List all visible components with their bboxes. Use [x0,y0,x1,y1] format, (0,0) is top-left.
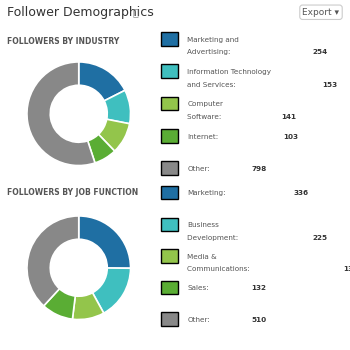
Text: 103: 103 [283,134,298,140]
Text: 336: 336 [293,190,308,196]
Text: 133: 133 [343,266,350,272]
Text: Internet:: Internet: [188,134,219,140]
Text: Software:: Software: [188,114,224,120]
Text: Marketing:: Marketing: [188,190,226,196]
Text: 132: 132 [252,285,267,291]
Wedge shape [98,119,130,151]
FancyBboxPatch shape [161,218,178,231]
FancyBboxPatch shape [161,64,178,78]
Text: Communications:: Communications: [188,266,253,272]
Text: 254: 254 [312,49,327,55]
Text: 798: 798 [252,166,267,172]
FancyBboxPatch shape [161,129,178,142]
Text: FOLLOWERS BY JOB FUNCTION: FOLLOWERS BY JOB FUNCTION [7,188,138,197]
FancyBboxPatch shape [161,32,178,46]
Text: 510: 510 [252,317,267,323]
Wedge shape [72,293,104,320]
Text: Development:: Development: [188,234,241,240]
Text: 141: 141 [281,114,296,120]
Wedge shape [79,62,125,101]
FancyBboxPatch shape [161,249,178,262]
Text: Other:: Other: [188,166,210,172]
Text: Sales:: Sales: [188,285,209,291]
FancyBboxPatch shape [161,281,178,294]
Wedge shape [79,216,131,268]
Text: and Services:: and Services: [188,82,239,88]
FancyBboxPatch shape [161,186,178,199]
Text: Information Technology: Information Technology [188,69,272,75]
Wedge shape [27,62,95,166]
Text: Computer: Computer [188,101,223,107]
FancyBboxPatch shape [161,161,178,175]
Text: Media &: Media & [188,254,217,260]
Wedge shape [88,134,115,163]
Wedge shape [27,216,79,306]
Text: ⓘ: ⓘ [133,7,139,17]
Wedge shape [44,289,75,319]
Text: Follower Demographics: Follower Demographics [7,6,154,19]
Text: FOLLOWERS BY INDUSTRY: FOLLOWERS BY INDUSTRY [7,37,119,47]
Text: Business: Business [188,222,219,228]
FancyBboxPatch shape [161,97,178,110]
Text: 153: 153 [323,82,338,88]
Wedge shape [104,90,131,124]
FancyBboxPatch shape [161,313,178,326]
Wedge shape [92,268,131,313]
Text: Marketing and: Marketing and [188,36,239,42]
Text: Export ▾: Export ▾ [302,8,340,17]
Text: 225: 225 [312,234,327,240]
Text: Advertising:: Advertising: [188,49,233,55]
Text: Other:: Other: [188,317,210,323]
